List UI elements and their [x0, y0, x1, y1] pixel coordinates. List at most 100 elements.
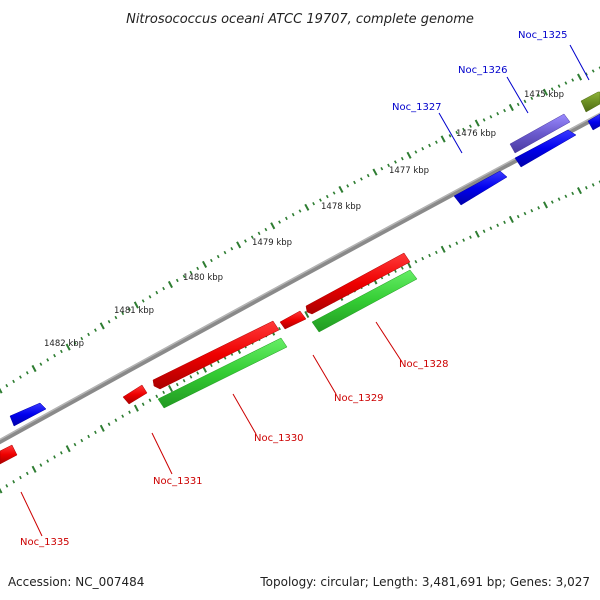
- minor-tick: [503, 220, 506, 225]
- minor-tick: [312, 202, 316, 206]
- major-tick: [508, 215, 514, 224]
- minor-tick: [400, 156, 404, 161]
- minor-tick: [59, 349, 63, 354]
- gene-arrow-noc1328[interactable]: [305, 252, 411, 315]
- minor-tick: [469, 124, 472, 128]
- major-tick: [474, 230, 480, 238]
- gene-arrow-noc1330[interactable]: [152, 320, 280, 390]
- minor-tick: [571, 78, 575, 82]
- minor-tick: [80, 336, 84, 341]
- gene-label-noc1325[interactable]: Noc_1325: [518, 30, 568, 41]
- gene-arrow-noc1335-blue[interactable]: [9, 402, 47, 427]
- minor-tick: [448, 244, 452, 248]
- accession-text: Accession: NC_007484: [8, 575, 144, 589]
- minor-tick: [141, 299, 145, 303]
- minor-tick: [503, 108, 506, 113]
- kbp-label: 1476 kbp: [456, 129, 496, 139]
- minor-tick: [421, 256, 425, 261]
- leader-noc1326: [506, 76, 529, 114]
- minor-tick: [12, 379, 16, 384]
- minor-tick: [537, 93, 541, 97]
- minor-tick: [523, 211, 527, 216]
- gene-label-noc1335[interactable]: Noc_1335: [20, 537, 70, 548]
- minor-tick: [353, 180, 356, 185]
- gene-arrow-noc1325b[interactable]: [587, 113, 600, 131]
- minor-tick: [489, 226, 493, 230]
- minor-tick: [244, 239, 247, 243]
- minor-tick: [448, 134, 452, 138]
- major-tick: [338, 185, 344, 193]
- minor-tick: [209, 258, 213, 263]
- minor-tick: [107, 320, 111, 324]
- kbp-label: 1475 kbp: [524, 90, 564, 100]
- major-tick: [202, 260, 208, 268]
- gene-arrow-noc1326[interactable]: [509, 113, 571, 154]
- minor-tick: [564, 194, 568, 198]
- minor-tick: [325, 194, 329, 199]
- gene-arrow-noc1330-green[interactable]: [157, 337, 288, 409]
- minor-tick: [216, 359, 220, 364]
- minor-tick: [434, 250, 438, 255]
- minor-tick: [182, 274, 186, 279]
- minor-tick: [400, 266, 404, 270]
- gene-label-noc1328[interactable]: Noc_1328: [399, 359, 449, 370]
- minor-tick: [516, 214, 520, 219]
- gene-arrow-noc1326-blue[interactable]: [514, 129, 577, 168]
- minor-tick: [155, 394, 159, 399]
- inner-tick-ring: [0, 180, 600, 494]
- minor-tick: [482, 229, 486, 233]
- minor-tick: [394, 269, 397, 273]
- minor-tick: [394, 160, 397, 164]
- major-tick: [508, 103, 514, 112]
- gene-label-noc1327[interactable]: Noc_1327: [392, 102, 442, 113]
- gene-arrow-noc1328-green[interactable]: [311, 269, 418, 333]
- major-tick: [474, 119, 480, 127]
- minor-tick: [359, 177, 363, 181]
- minor-tick: [530, 209, 534, 213]
- major-tick: [133, 301, 139, 309]
- minor-tick: [523, 99, 527, 104]
- minor-tick: [428, 143, 431, 148]
- label-leaders: [20, 44, 590, 537]
- minor-tick: [87, 434, 91, 439]
- minor-tick: [87, 332, 91, 337]
- major-tick: [168, 384, 173, 393]
- leader-noc1328: [375, 321, 403, 363]
- leader-noc1331: [151, 432, 173, 475]
- gene-arrow-noc1327[interactable]: [453, 170, 508, 206]
- minor-tick: [12, 480, 16, 484]
- minor-tick: [46, 358, 50, 362]
- major-tick: [31, 465, 37, 473]
- minor-tick: [162, 286, 166, 291]
- minor-tick: [319, 198, 322, 202]
- gene-label-noc1331[interactable]: Noc_1331: [153, 476, 203, 487]
- minor-tick: [148, 295, 152, 299]
- minor-tick: [175, 382, 179, 387]
- gene-arrow-noc1335[interactable]: [0, 444, 18, 465]
- gene-arrow-noc1331[interactable]: [122, 384, 148, 405]
- minor-tick: [196, 266, 200, 271]
- leader-noc1330: [232, 393, 257, 435]
- major-tick: [99, 322, 105, 330]
- minor-tick: [489, 115, 493, 119]
- minor-tick: [278, 326, 281, 331]
- gene-label-noc1329[interactable]: Noc_1329: [334, 393, 384, 404]
- minor-tick: [46, 459, 50, 463]
- minor-tick: [462, 127, 466, 132]
- minor-tick: [332, 191, 336, 195]
- minor-tick: [530, 96, 534, 100]
- major-tick: [0, 387, 3, 394]
- minor-tick: [584, 186, 588, 190]
- minor-tick: [121, 311, 125, 316]
- minor-tick: [53, 353, 56, 358]
- gene-arrow-noc1325[interactable]: [580, 91, 600, 113]
- major-tick: [99, 424, 105, 432]
- kbp-label: 1481 kbp: [114, 306, 154, 316]
- major-tick: [372, 168, 378, 176]
- gene-label-noc1326[interactable]: Noc_1326: [458, 65, 508, 76]
- minor-tick: [175, 278, 179, 283]
- gene-label-noc1330[interactable]: Noc_1330: [254, 433, 304, 444]
- gene-arrow-noc1329[interactable]: [279, 310, 307, 330]
- minor-tick: [53, 455, 56, 459]
- map-title: Nitrosococcus oceani ATCC 19707, complet…: [126, 12, 474, 27]
